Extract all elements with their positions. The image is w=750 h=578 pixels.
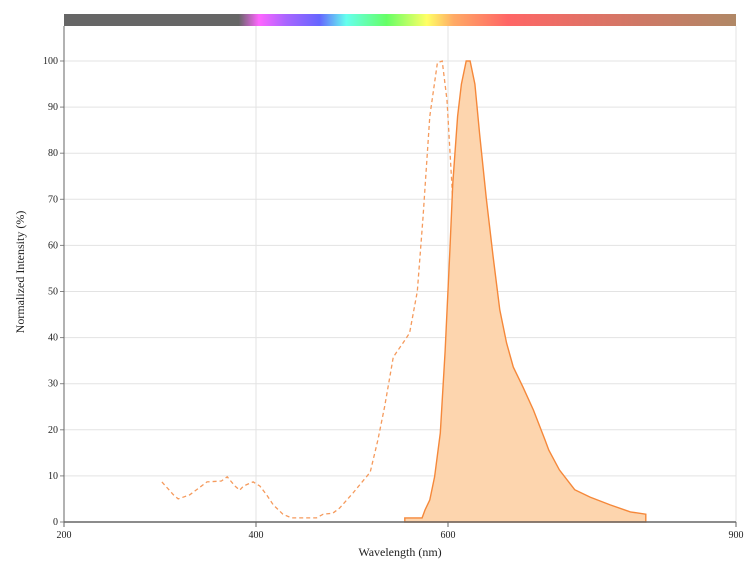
y-tick-label: 80 — [48, 148, 58, 159]
x-tick-label: 200 — [57, 530, 72, 541]
emission-area — [404, 60, 647, 523]
y-tick-label: 20 — [48, 425, 58, 436]
y-tick-label: 10 — [48, 471, 58, 482]
y-tick-label: 90 — [48, 102, 58, 113]
spectrum-color-bar — [64, 14, 736, 26]
y-tick-label: 70 — [48, 194, 58, 205]
y-tick-label: 30 — [48, 379, 58, 390]
y-tick-label: 60 — [48, 240, 58, 251]
y-tick-label: 100 — [43, 56, 58, 67]
x-tick-label: 400 — [249, 530, 264, 541]
y-tick-label: 50 — [48, 287, 58, 298]
x-axis-label: Wavelength (nm) — [358, 545, 441, 559]
y-tick-label: 0 — [53, 517, 58, 528]
x-tick-label: 600 — [441, 530, 456, 541]
excitation-line — [161, 60, 489, 519]
y-tick-label: 40 — [48, 333, 58, 344]
y-axis-label: Normalized Intensity (%) — [13, 211, 27, 334]
x-tick-label: 900 — [729, 530, 744, 541]
